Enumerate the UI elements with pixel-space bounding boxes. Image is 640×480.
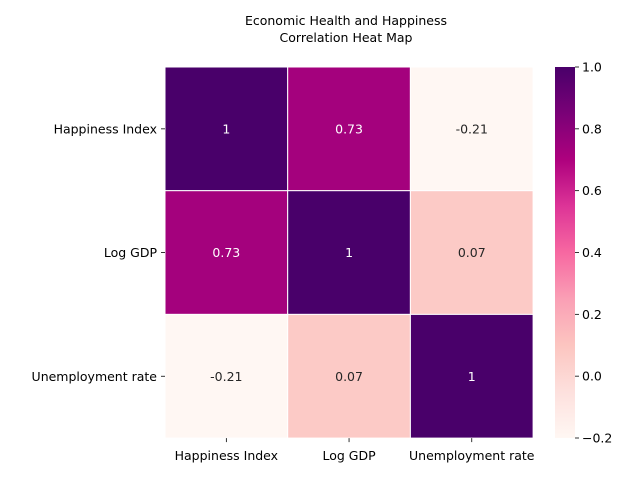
colorbar: 1.0 0.8 0.6 0.4 0.2 0.0 −0.2 — [555, 60, 612, 446]
heatmap-cell — [164, 190, 289, 315]
heatmap-cells — [164, 66, 534, 439]
chart-title-line-2: Correlation Heat Map — [280, 30, 413, 45]
cell-value-label: 0.07 — [335, 369, 363, 384]
colorbar-tick-label: 1.0 — [582, 60, 602, 75]
heatmap-cell — [409, 313, 534, 439]
cell-value-label: 0.73 — [335, 121, 363, 136]
colorbar-tick-label: 0.0 — [582, 369, 602, 384]
cell-value-label: 0.07 — [458, 245, 486, 260]
cell-value-label: 1 — [468, 369, 476, 384]
x-tick-label: Log GDP — [322, 448, 376, 463]
cell-value-label: 0.73 — [212, 245, 240, 260]
y-axis: Happiness Index Log GDP Unemployment rate — [32, 121, 165, 384]
colorbar-tick-label: 0.6 — [582, 183, 602, 198]
y-tick-label: Unemployment rate — [32, 369, 158, 384]
heatmap-cell — [287, 66, 411, 192]
heatmap-cell — [287, 190, 411, 315]
x-tick-label: Happiness Index — [175, 448, 278, 463]
heatmap-cell — [409, 190, 534, 315]
y-tick-label: Log GDP — [104, 245, 158, 260]
colorbar-tick-label: 0.8 — [582, 121, 602, 136]
colorbar-tick-label: 0.2 — [582, 307, 602, 322]
x-axis: Happiness Index Log GDP Unemployment rate — [175, 438, 535, 463]
heatmap-cell-labels: 1 0.73 -0.21 0.73 1 0.07 -0.21 0.07 1 — [210, 121, 488, 383]
heatmap-cell — [164, 313, 289, 439]
cell-value-label: -0.21 — [456, 121, 488, 136]
chart-title-line-1: Economic Health and Happiness — [245, 13, 447, 28]
y-tick-label: Happiness Index — [54, 121, 157, 136]
colorbar-tick-label: −0.2 — [582, 431, 612, 446]
heatmap-cell — [287, 313, 411, 439]
heatmap-cell — [164, 66, 289, 192]
x-tick-label: Unemployment rate — [409, 448, 535, 463]
colorbar-gradient — [555, 67, 575, 438]
heatmap-cell — [409, 66, 534, 192]
cell-value-label: 1 — [222, 121, 230, 136]
cell-value-label: -0.21 — [210, 369, 242, 384]
cell-value-label: 1 — [345, 245, 353, 260]
colorbar-tick-label: 0.4 — [582, 245, 602, 260]
chart-title: Economic Health and Happiness Correlatio… — [245, 13, 447, 45]
